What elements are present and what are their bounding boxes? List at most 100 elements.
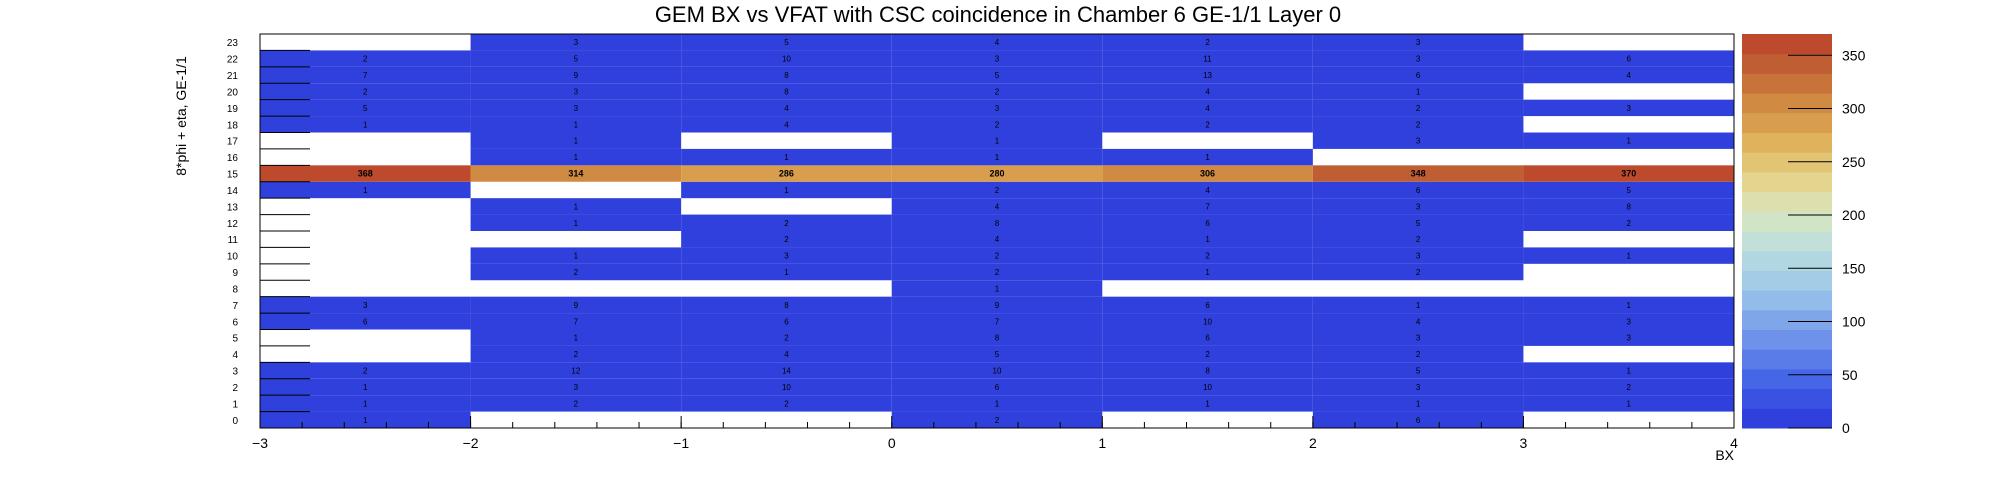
cell-value-label: 2 [1416,350,1421,359]
cell-value-label: 8 [1205,367,1210,376]
heatmap-cell [260,411,471,428]
y-bin-label: 12 [227,219,239,230]
x-tick-label: 1 [1098,435,1106,451]
heatmap-cell [1312,165,1524,182]
cell-value-label: 3 [1416,38,1421,47]
heatmap-cell [470,83,682,100]
cell-value-label: 3 [995,55,1000,64]
heatmap-cell [260,296,471,314]
heatmap-cell [891,214,1103,231]
cell-value-label: 2 [1416,104,1421,113]
heatmap-cell [891,99,1103,117]
heatmap-cell [260,116,471,133]
heatmap-cell [1102,34,1313,51]
heatmap-cell [1312,378,1524,396]
color-scale-segment [1742,112,1832,133]
cell-value-label: 6 [995,383,1000,392]
heatmap-cell [260,165,471,182]
y-bin-label: 18 [227,120,239,131]
cell-value-label: 4 [1205,186,1210,195]
cell-value-label: 3 [1626,334,1631,343]
cell-value-label: 306 [1200,169,1215,179]
heatmap-cell [1312,329,1524,346]
y-bin-label: 2 [232,383,238,394]
cell-value-label: 1 [784,153,789,162]
x-tick-label: 4 [1730,435,1738,451]
cell-value-label: 6 [1626,55,1631,64]
heatmap-cell [681,362,892,379]
heatmap-cell [891,313,1103,330]
heatmap-cell [681,345,892,363]
heatmap-cell [891,116,1103,133]
cell-value-label: 6 [1205,334,1210,343]
y-bin-label: 13 [227,202,239,213]
cell-value-label: 1 [574,202,579,211]
cell-value-label: 3 [1626,317,1631,326]
cell-value-label: 3 [574,383,579,392]
cell-value-label: 4 [995,202,1000,211]
y-bin-label: 10 [227,252,239,263]
heatmap-cell [891,411,1103,428]
heatmap-cell [260,50,471,67]
cell-value-label: 1 [574,252,579,261]
cell-value-label: 3 [1416,252,1421,261]
color-scale-label: 300 [1842,101,1866,117]
heatmap-cell [681,99,892,117]
color-scale-segment [1742,93,1832,114]
color-scale-label: 250 [1842,154,1866,170]
cell-value-label: 4 [784,120,789,129]
cell-value-label: 6 [1416,71,1421,80]
color-scale-segment [1742,349,1832,370]
cell-value-label: 1 [784,268,789,277]
y-bin-label: 9 [232,268,238,279]
heatmap-cell [260,395,471,412]
heatmap-cell [1102,214,1313,231]
color-scale-segment [1742,34,1832,55]
heatmap-cell [1523,50,1734,67]
cell-value-label: 6 [363,317,368,326]
color-scale-label: 50 [1842,367,1858,383]
cell-value-label: 10 [1203,317,1212,326]
heatmap-cell [681,247,892,264]
heatmap-cell [1523,66,1734,84]
cell-value-label: 2 [1205,38,1210,47]
cell-value-label: 3 [1416,137,1421,146]
cell-value-label: 7 [363,71,368,80]
heatmap-cell [470,34,682,51]
cell-value-label: 1 [1416,399,1421,408]
cell-value-label: 1 [574,153,579,162]
heatmap-cell [470,214,682,231]
heatmap-cell [1523,395,1734,412]
y-bin-label: 14 [227,186,239,197]
x-axis: −3 −2 −1 0 1 2 3 4 [252,416,1738,451]
cell-value-label: 314 [568,169,583,179]
cell-value-label: 2 [363,87,368,96]
y-bin-label: 7 [232,301,238,312]
cell-value-label: 1 [1205,153,1210,162]
heatmap-cell [681,165,892,182]
cell-value-label: 3 [574,104,579,113]
color-scale-segment [1742,250,1832,271]
heatmap-cell [891,395,1103,412]
cell-value-label: 4 [995,38,1000,47]
cell-value-label: 3 [1416,202,1421,211]
heatmap-cell [470,132,682,149]
x-tick-label: −2 [463,435,479,451]
cell-value-label: 6 [1416,186,1421,195]
x-tick-label: 2 [1309,435,1317,451]
cell-value-label: 1 [1626,399,1631,408]
cell-value-label: 2 [995,416,1000,425]
heatmap-cell [260,362,471,379]
cell-value-label: 2 [1626,383,1631,392]
heatmap-cell [1102,198,1313,215]
y-bin-label: 8 [232,284,238,295]
heatmap-cell [1102,313,1313,330]
cell-value-label: 4 [1205,87,1210,96]
cell-value-label: 2 [784,219,789,228]
heatmap-cell [1312,313,1524,330]
heatmap-cell [1102,345,1313,363]
cell-value-label: 2 [995,268,1000,277]
heatmap-cell [1523,165,1734,182]
heatmap-cell [470,116,682,133]
